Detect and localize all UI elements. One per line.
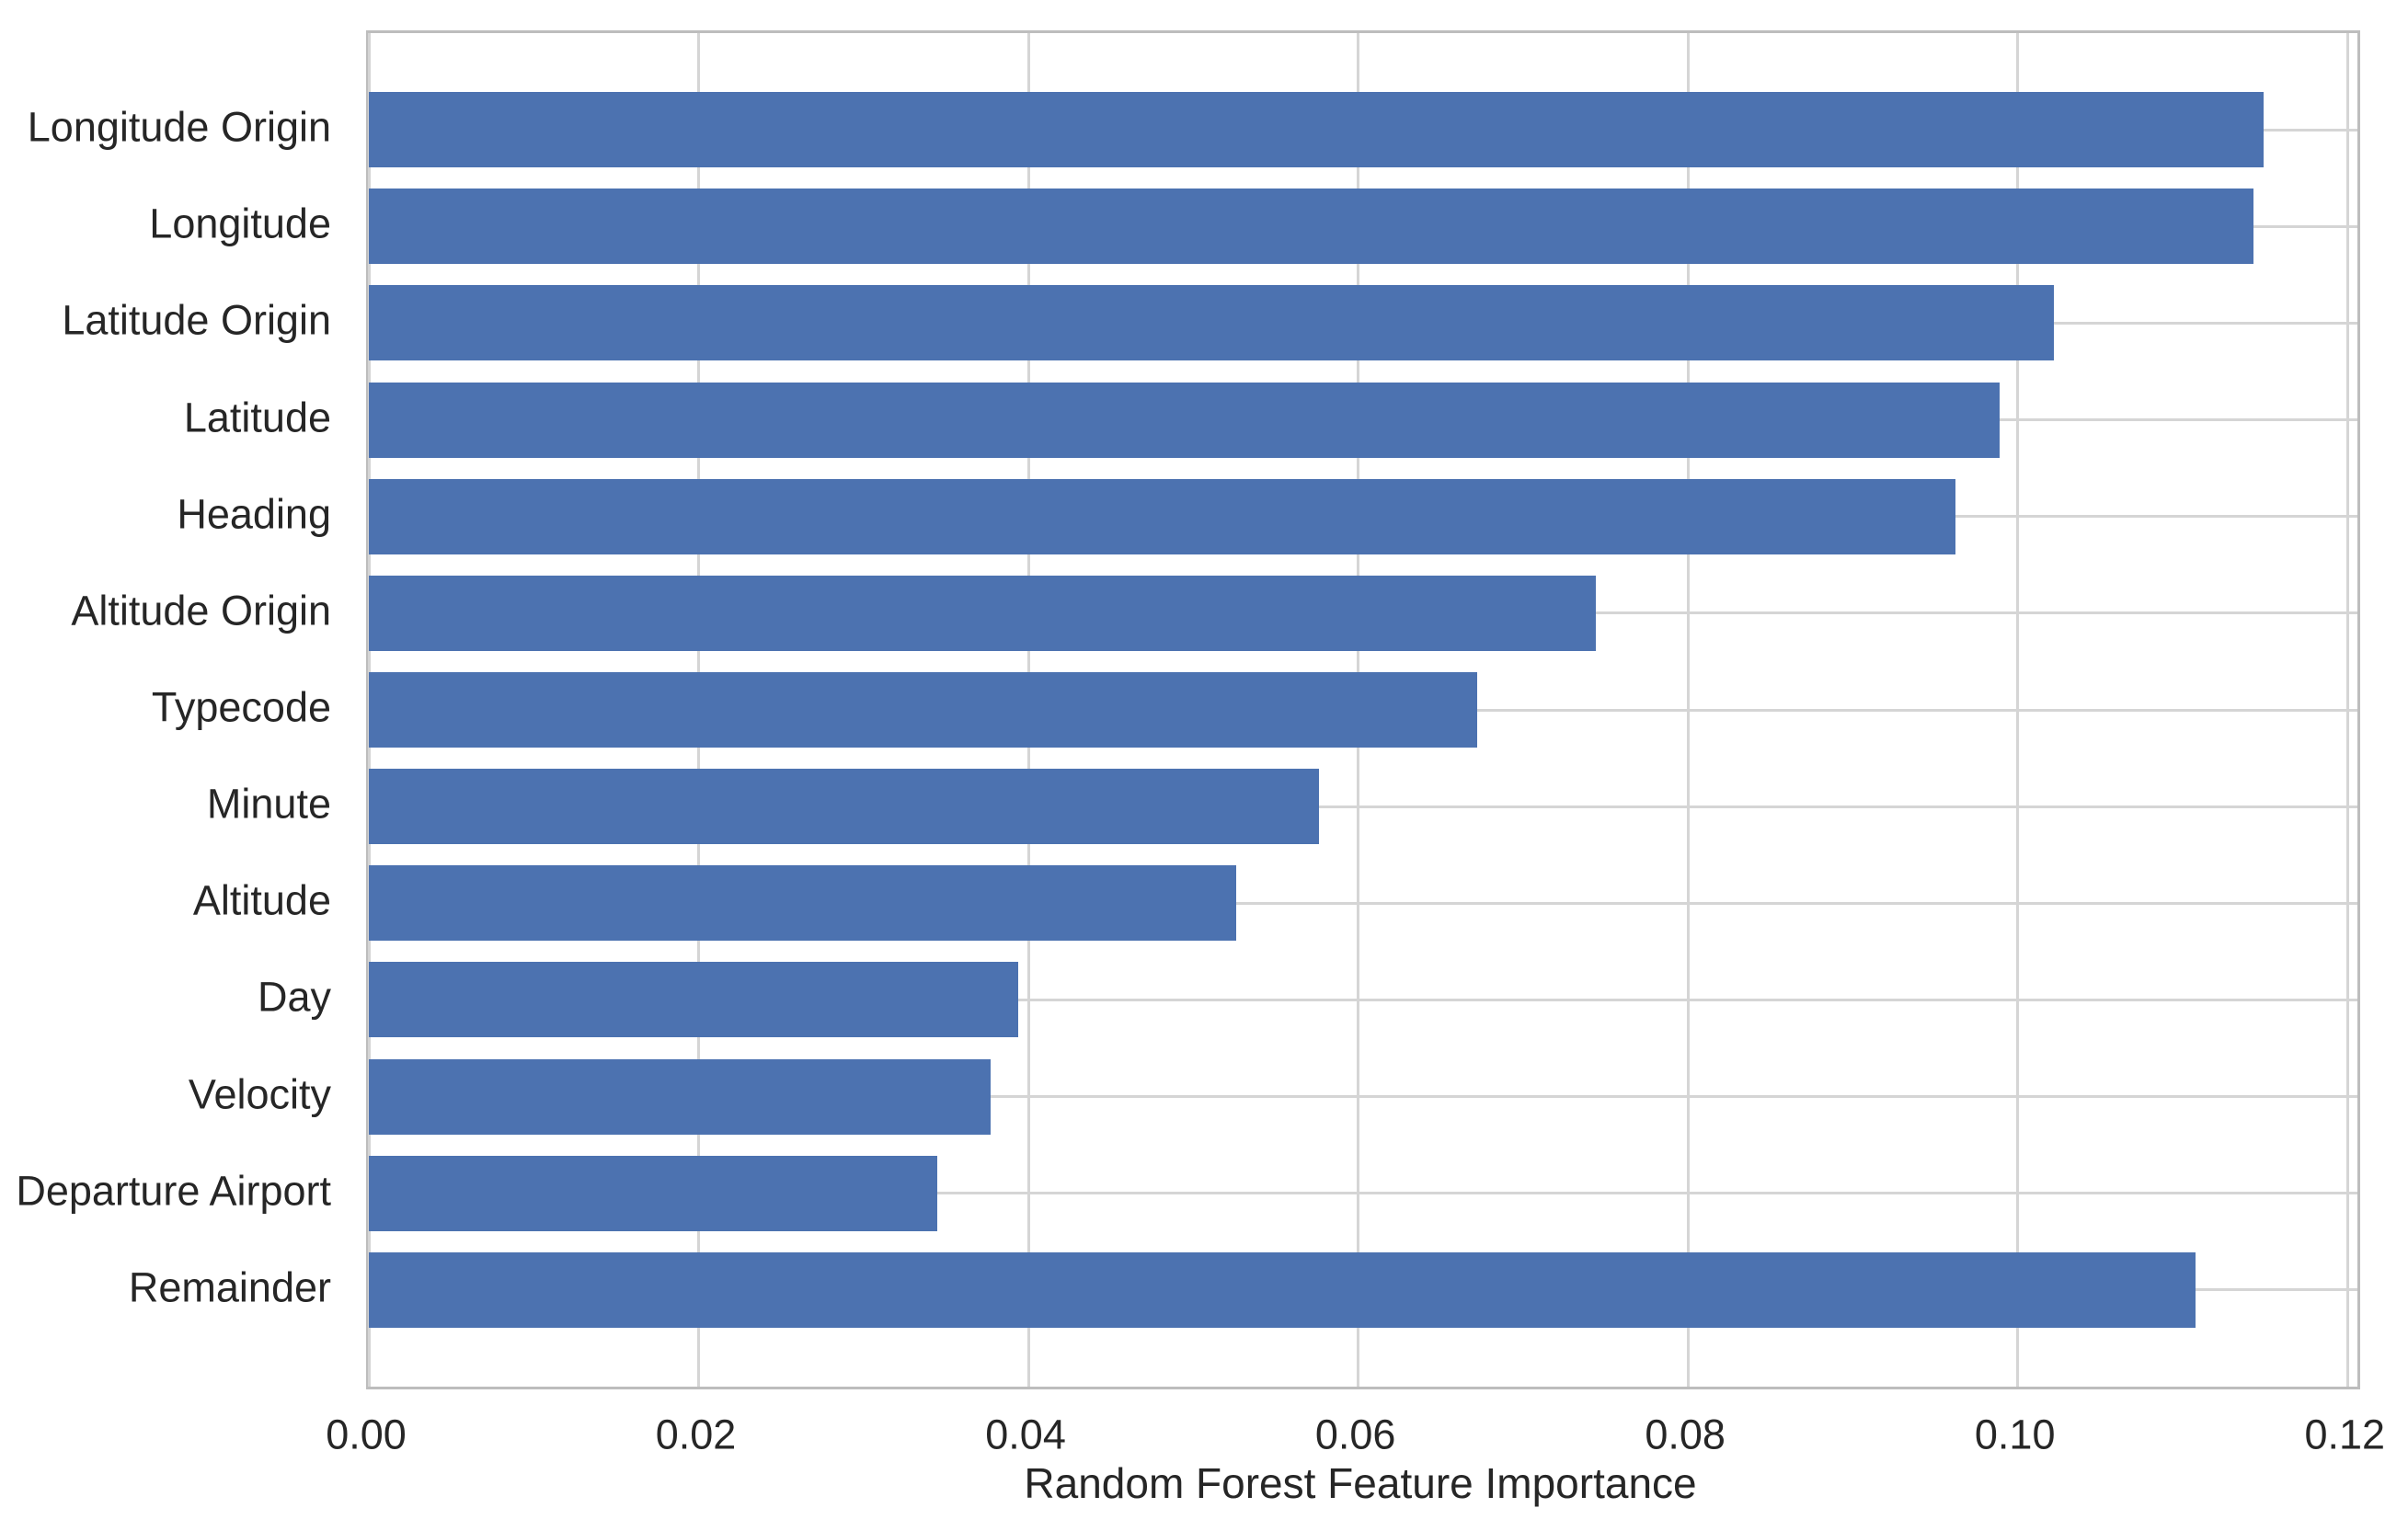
x-tick-label-0.10: 0.10 <box>1974 1411 2056 1458</box>
bar-longitude <box>369 189 2254 265</box>
category-label-minute: Minute <box>206 780 331 828</box>
x-tick-label-0.12: 0.12 <box>2304 1411 2386 1458</box>
y-gridline <box>369 805 2357 808</box>
bar-heading <box>369 478 1955 554</box>
bar-altitude-origin <box>369 575 1596 651</box>
x-tick-label-0.00: 0.00 <box>326 1411 407 1458</box>
x-tick-label-0.02: 0.02 <box>655 1411 737 1458</box>
category-label-longitude-origin: Longitude Origin <box>27 103 331 151</box>
x-tick-label-0.06: 0.06 <box>1314 1411 1396 1458</box>
plot-area <box>366 30 2360 1389</box>
bar-remainder <box>369 1251 2196 1328</box>
bar-altitude <box>369 865 1236 942</box>
category-label-latitude-origin: Latitude Origin <box>62 296 331 344</box>
category-label-day: Day <box>257 973 331 1021</box>
bar-longitude-origin <box>369 92 2264 168</box>
bar-day <box>369 962 1019 1038</box>
y-gridline <box>369 1095 2357 1099</box>
category-label-departure-airport: Departure Airport <box>16 1167 331 1215</box>
category-label-latitude: Latitude <box>183 394 331 441</box>
category-label-velocity: Velocity <box>188 1070 331 1118</box>
bar-velocity <box>369 1058 991 1135</box>
category-label-typecode: Typecode <box>151 683 331 731</box>
category-label-heading: Heading <box>177 490 331 538</box>
bar-departure-airport <box>369 1155 938 1231</box>
x-axis-title: Random Forest Feature Importance <box>1024 1459 1697 1507</box>
y-gridline <box>369 901 2357 905</box>
x-tick-label-0.04: 0.04 <box>985 1411 1066 1458</box>
x-tick-label-0.08: 0.08 <box>1645 1411 1726 1458</box>
category-label-altitude: Altitude <box>192 876 331 924</box>
y-gridline <box>369 998 2357 1001</box>
category-label-remainder: Remainder <box>128 1263 331 1311</box>
y-gridline <box>369 1192 2357 1195</box>
bar-latitude <box>369 382 2000 458</box>
category-label-longitude: Longitude <box>149 200 331 247</box>
category-label-altitude-origin: Altitude Origin <box>71 587 331 634</box>
bar-typecode <box>369 672 1477 748</box>
bar-minute <box>369 769 1319 845</box>
bar-latitude-origin <box>369 285 2055 361</box>
